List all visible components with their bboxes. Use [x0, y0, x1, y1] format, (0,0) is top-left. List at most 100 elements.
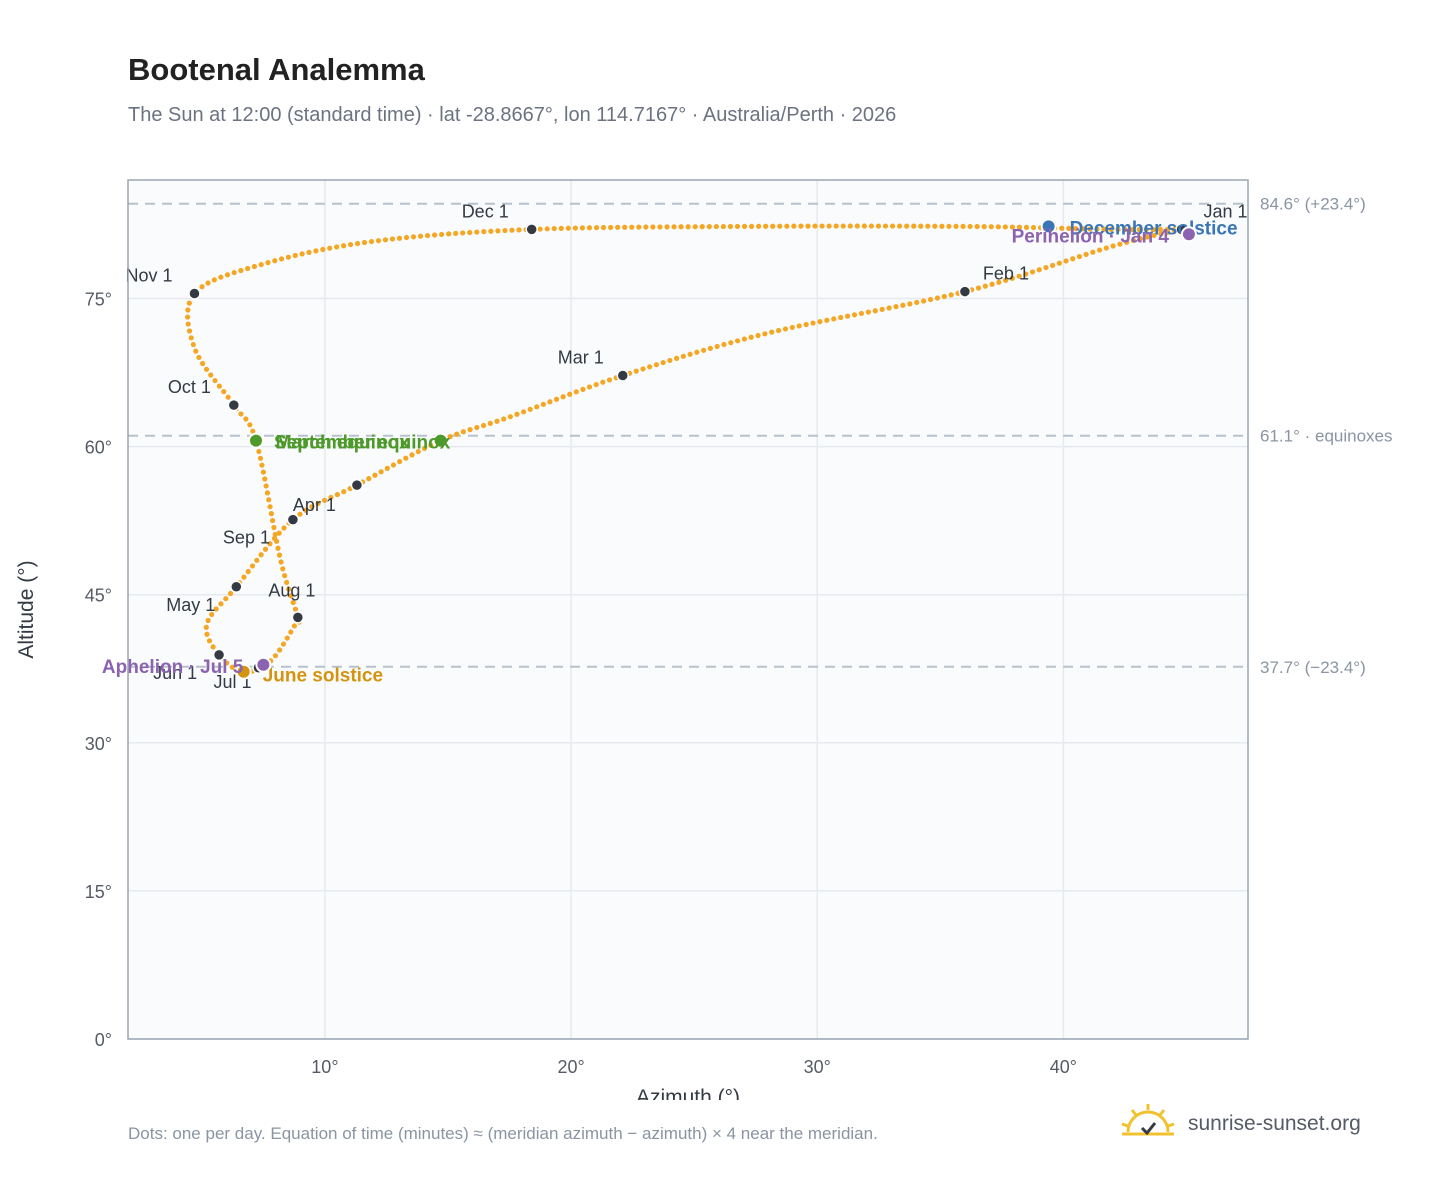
- daily-sun-dot: [1143, 226, 1149, 233]
- month-marker-label: Jan 1: [1204, 201, 1248, 221]
- daily-sun-dot: [540, 401, 546, 407]
- daily-sun-dot: [580, 386, 586, 392]
- daily-sun-dot: [907, 301, 913, 307]
- daily-sun-dot: [229, 664, 235, 670]
- daily-sun-dot: [1130, 237, 1137, 244]
- daily-sun-dot: [784, 223, 790, 229]
- daily-sun-dot: [996, 279, 1002, 285]
- daily-sun-dot: [368, 238, 375, 245]
- x-axis-label: Azimuth (°): [636, 1086, 740, 1100]
- special-point-label: March equinox: [276, 433, 411, 454]
- daily-sun-dot: [763, 223, 769, 229]
- daily-sun-dot: [320, 246, 326, 253]
- y-axis-label: Altitude (°): [15, 560, 38, 658]
- daily-sun-dot: [447, 434, 453, 440]
- daily-sun-dot: [1023, 224, 1030, 230]
- daily-sun-dot: [741, 336, 747, 342]
- daily-sun-dot: [188, 335, 194, 341]
- daily-sun-dot: [446, 231, 452, 237]
- daily-sun-dot: [1029, 269, 1036, 275]
- daily-sun-dot: [534, 404, 540, 410]
- daily-sun-dot: [573, 389, 579, 395]
- daily-sun-dot: [840, 223, 846, 229]
- month-marker-label: Aug 1: [268, 580, 315, 600]
- daily-sun-dot: [238, 411, 244, 417]
- month-marker-label: May 1: [166, 595, 215, 615]
- daily-sun-dot: [982, 283, 988, 289]
- reference-line-label: 84.6° (+23.4°): [1260, 195, 1366, 214]
- daily-sun-dot: [838, 314, 844, 321]
- daily-sun-dot: [403, 455, 409, 461]
- daily-sun-dot: [911, 223, 917, 229]
- month-marker-label: Nov 1: [125, 266, 172, 286]
- daily-sun-dot: [1096, 247, 1103, 253]
- daily-sun-dot: [501, 416, 507, 422]
- daily-sun-dot: [1070, 256, 1076, 262]
- daily-sun-dot: [514, 411, 520, 417]
- daily-sun-dot: [260, 469, 266, 475]
- daily-sun-dot: [1158, 231, 1164, 237]
- daily-sun-dot: [327, 245, 333, 251]
- daily-sun-dot: [439, 231, 445, 238]
- daily-sun-dot: [284, 635, 290, 641]
- special-point-marker: [1180, 226, 1197, 243]
- daily-sun-dot: [224, 660, 230, 666]
- daily-sun-dot: [390, 462, 397, 468]
- daily-sun-dot: [487, 420, 493, 427]
- special-point-label: Aphelion · Jul 5: [102, 657, 244, 678]
- daily-sun-dot: [1122, 226, 1128, 233]
- special-point-label: September equinox: [274, 433, 451, 454]
- daily-sun-dot: [553, 396, 560, 402]
- daily-sun-dot: [1124, 239, 1130, 245]
- daily-sun-dot: [257, 455, 264, 461]
- daily-sun-dot: [259, 462, 265, 468]
- daily-sun-dot: [647, 364, 653, 370]
- daily-sun-dot: [254, 557, 260, 563]
- daily-sun-dot: [720, 223, 726, 230]
- daily-sun-dot: [453, 230, 459, 237]
- daily-sun-dot: [280, 641, 287, 647]
- daily-sun-dot: [272, 531, 278, 538]
- daily-sun-dot: [1144, 234, 1150, 240]
- month-marker: [616, 369, 630, 382]
- daily-sun-dot: [250, 428, 256, 434]
- daily-sun-dot: [270, 517, 276, 524]
- daily-sun-dot: [421, 445, 428, 451]
- daily-sun-dot: [657, 224, 663, 230]
- daily-sun-dot: [706, 224, 712, 230]
- daily-sun-dot: [812, 223, 818, 229]
- daily-sun-dot: [988, 224, 994, 230]
- daily-sun-dot: [932, 223, 938, 229]
- daily-sun-dot: [544, 226, 550, 232]
- x-tick-label: 40°: [1050, 1057, 1077, 1077]
- daily-sun-dot: [263, 483, 269, 489]
- daily-sun-dot: [272, 258, 278, 264]
- daily-sun-dot: [633, 368, 639, 374]
- daily-sun-dot: [341, 489, 347, 495]
- daily-sun-dot: [520, 409, 527, 415]
- daily-sun-dot: [819, 223, 825, 229]
- daily-sun-dot: [872, 308, 878, 314]
- daily-sun-dot: [286, 586, 292, 592]
- daily-sun-dot: [185, 307, 191, 313]
- daily-sun-dot: [615, 224, 621, 230]
- daily-sun-dot: [460, 230, 466, 236]
- daily-sun-dot: [769, 329, 775, 335]
- x-tick-label: 30°: [804, 1057, 831, 1077]
- brand-link[interactable]: sunrise-sunset.org: [1120, 1103, 1361, 1144]
- daily-sun-dot: [865, 309, 871, 315]
- daily-sun-dot: [1137, 236, 1143, 242]
- month-marker: [227, 398, 241, 412]
- daily-sun-dot: [275, 545, 281, 551]
- reference-line-label: 61.1° · equinoxes: [1260, 427, 1393, 446]
- daily-sun-dot: [939, 223, 945, 229]
- daily-sun-dot: [664, 224, 670, 230]
- daily-sun-dot: [297, 511, 303, 517]
- daily-sun-dot: [551, 225, 557, 232]
- daily-sun-dot: [315, 500, 321, 507]
- daily-sun-dot: [321, 497, 328, 503]
- daily-sun-dot: [190, 341, 196, 348]
- daily-sun-dot: [396, 235, 403, 241]
- daily-sun-dot: [495, 228, 501, 234]
- daily-sun-dot: [245, 568, 251, 575]
